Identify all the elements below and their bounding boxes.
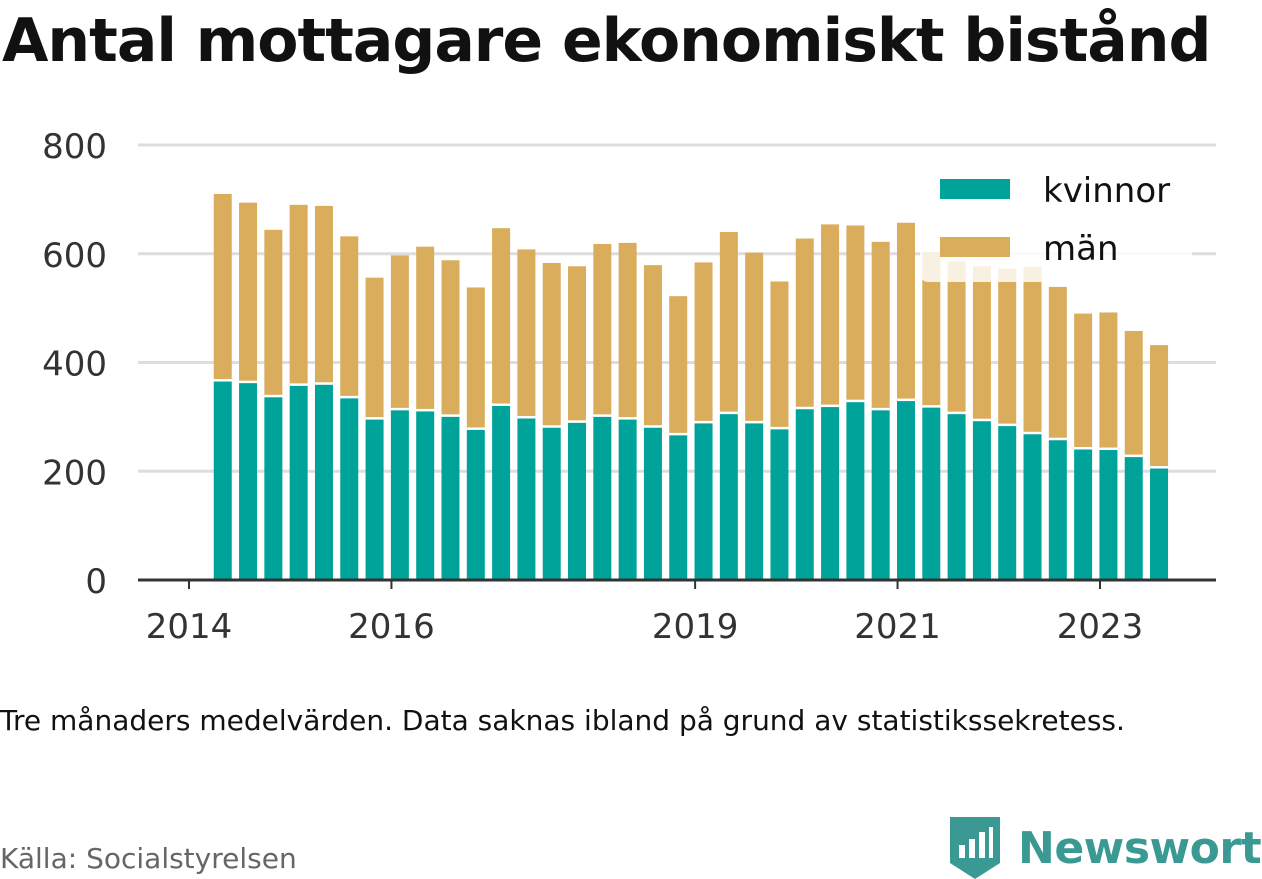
bar-kvinnor	[289, 385, 308, 580]
x-tick-label: 2021	[854, 607, 941, 647]
bar-man	[542, 262, 561, 426]
newsworthy-logo: Newsworthy	[950, 817, 1262, 879]
y-tick-label: 200	[42, 453, 107, 493]
legend-label-kvinnor: kvinnor	[1043, 171, 1170, 211]
x-tick-label: 2014	[146, 607, 233, 647]
legend-label-man: män	[1043, 229, 1119, 269]
bar-man	[593, 243, 612, 415]
bar-kvinnor	[213, 381, 232, 580]
bar-man	[517, 249, 536, 417]
bar-kvinnor	[1099, 450, 1118, 580]
x-tick-label: 2019	[652, 607, 739, 647]
bar-kvinnor	[745, 423, 764, 580]
source-text: Källa: Socialstyrelsen	[0, 842, 297, 875]
bar-kvinnor	[694, 423, 713, 580]
bar-man	[972, 266, 991, 419]
bar-man	[1099, 312, 1118, 448]
bar-man	[314, 205, 333, 383]
bar-kvinnor	[239, 383, 258, 580]
bar-kvinnor	[466, 429, 485, 580]
bar-kvinnor	[922, 407, 941, 580]
legend-swatch-man	[940, 237, 1010, 257]
bar-kvinnor	[770, 429, 789, 580]
bar-man	[922, 252, 941, 406]
bar-kvinnor	[365, 419, 384, 580]
bar-kvinnor	[846, 402, 865, 580]
chart-note: Tre månaders medelvärden. Data saknas ib…	[0, 704, 1125, 737]
bar-man	[821, 224, 840, 405]
x-tick-label: 2016	[348, 607, 435, 647]
bar-kvinnor	[643, 427, 662, 580]
bar-kvinnor	[568, 422, 587, 580]
bar-kvinnor	[871, 410, 890, 580]
bar-kvinnor	[416, 411, 435, 580]
bar-kvinnor	[264, 397, 283, 580]
bar-man	[694, 262, 713, 421]
stacked-bar-chart: 0 200 400 600 800 2014 2016 2019 2021 2023 kvinnor…	[42, 127, 1216, 647]
bar-kvinnor	[314, 384, 333, 580]
bar-man	[492, 228, 511, 404]
bar-man	[1074, 313, 1093, 447]
bar-man	[719, 232, 738, 412]
bar-man	[896, 222, 915, 399]
bar-man	[770, 281, 789, 427]
bar-man	[1150, 345, 1169, 467]
bar-man	[1124, 330, 1143, 455]
bar-kvinnor	[795, 409, 814, 580]
bar-kvinnor	[669, 435, 688, 580]
bar-kvinnor	[1150, 468, 1169, 580]
bar-man	[340, 236, 359, 396]
bar-man	[846, 225, 865, 400]
x-tick-label: 2023	[1057, 607, 1144, 647]
bar-kvinnor	[593, 416, 612, 580]
bar-kvinnor	[1048, 440, 1067, 580]
bar-man	[365, 277, 384, 418]
bar-kvinnor	[719, 414, 738, 580]
bar-kvinnor	[492, 406, 511, 580]
bar-man	[416, 246, 435, 409]
bar-man	[795, 238, 814, 407]
bar-kvinnor	[1124, 457, 1143, 580]
bar-man	[1048, 286, 1067, 438]
bar-man	[289, 204, 308, 384]
bar-kvinnor	[972, 421, 991, 580]
y-tick-label: 0	[85, 562, 107, 602]
bar-man	[947, 261, 966, 412]
bar-man	[264, 229, 283, 395]
y-tick-label: 800	[42, 127, 107, 167]
bar-man	[745, 252, 764, 421]
bar-man	[466, 287, 485, 428]
bar-man	[1023, 266, 1042, 432]
bar-chart-icon	[950, 817, 1000, 879]
bar-man	[618, 242, 637, 418]
bar-man	[871, 241, 890, 408]
bar-kvinnor	[998, 426, 1017, 580]
bar-kvinnor	[390, 410, 409, 580]
bar-kvinnor	[947, 414, 966, 580]
bar-kvinnor	[340, 398, 359, 580]
bar-man	[441, 260, 460, 415]
bar-man	[669, 296, 688, 433]
bar-kvinnor	[441, 416, 460, 580]
bar-kvinnor	[517, 418, 536, 580]
bar-man	[643, 265, 662, 426]
bar-kvinnor	[1023, 434, 1042, 580]
y-tick-label: 400	[42, 345, 107, 385]
chart-title: Antal mottagare ekonomiskt bistånd	[2, 6, 1211, 76]
bar-kvinnor	[542, 427, 561, 580]
bar-man	[390, 255, 409, 408]
bar-kvinnor	[618, 419, 637, 580]
bar-man	[239, 202, 258, 381]
bar-man	[213, 193, 232, 380]
bar-kvinnor	[1074, 449, 1093, 580]
bar-man	[998, 268, 1017, 424]
y-tick-label: 600	[42, 236, 107, 276]
bar-kvinnor	[821, 407, 840, 580]
legend-swatch-kvinnor	[940, 179, 1010, 199]
brand-name: Newsworthy	[1018, 822, 1262, 874]
bar-man	[568, 266, 587, 421]
bar-kvinnor	[896, 401, 915, 580]
